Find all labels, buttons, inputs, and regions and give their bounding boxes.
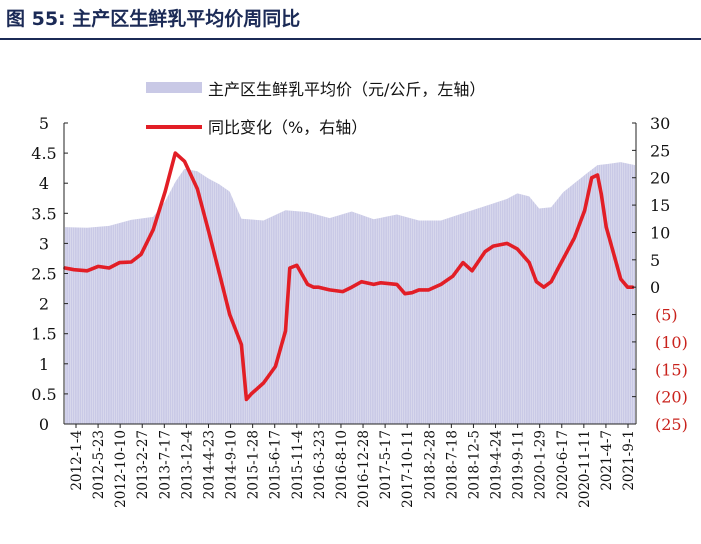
x-tick-label: 2016-12-28	[356, 430, 372, 508]
x-tick-label: 2014-4-23	[201, 430, 217, 499]
x-tick-label: 2012-5-23	[91, 430, 107, 499]
right-tick-label: (25)	[655, 415, 688, 434]
right-tick-label: 20	[650, 169, 670, 188]
x-tick-label: 2012-1-4	[69, 430, 85, 491]
left-tick-label: 2	[39, 295, 49, 314]
left-tick-label: 1	[39, 355, 49, 374]
left-tick-label: 4	[39, 174, 49, 193]
left-tick-label: 4.5	[31, 144, 56, 163]
x-tick-label: 2016-3-23	[312, 430, 328, 499]
x-tick-label: 2018-12-5	[466, 430, 482, 499]
left-tick-label: 3	[39, 234, 49, 253]
x-tick-label: 2018-7-18	[444, 430, 460, 499]
x-tick-label: 2019-9-11	[511, 430, 527, 499]
legend-swatch-yoy	[146, 125, 202, 129]
left-tick-label: 5	[39, 114, 49, 133]
x-tick-label: 2012-10-10	[113, 430, 129, 508]
x-tick-label: 2013-7-17	[157, 430, 173, 499]
left-tick-label: 2.5	[31, 265, 56, 284]
x-tick-label: 2014-9-10	[224, 430, 240, 499]
right-tick-label: 10	[650, 224, 670, 243]
x-tick-label: 2021-9-1	[621, 430, 637, 491]
x-tick-label: 2019-4-24	[489, 430, 505, 499]
left-tick-label: 3.5	[31, 204, 56, 223]
legend-label-yoy: 同比变化（%，右轴）	[208, 118, 367, 137]
figure-title: 图 55: 主产区生鲜乳平均价周同比	[6, 8, 301, 30]
right-tick-label: (20)	[655, 388, 688, 407]
price-area-layer	[65, 162, 635, 424]
yoy-line	[63, 151, 635, 402]
x-tick-label: 2021-4-7	[599, 430, 615, 491]
x-tick-label: 2015-1-28	[246, 430, 262, 499]
x-tick-label: 2015-6-17	[268, 430, 284, 499]
x-tick-label: 2020-1-29	[533, 430, 549, 499]
x-tick-label: 2018-2-28	[422, 430, 438, 499]
right-tick-label: (10)	[655, 333, 688, 352]
x-tick-label: 2017-5-17	[378, 430, 394, 499]
right-tick-label: 0	[650, 278, 660, 297]
x-tick-label: 2016-8-10	[334, 430, 350, 499]
legend: 主产区生鲜乳平均价（元/公斤，左轴） 同比变化（%，右轴）	[146, 80, 485, 137]
right-tick-label: (5)	[655, 306, 678, 325]
legend-label-price: 主产区生鲜乳平均价（元/公斤，左轴）	[208, 80, 485, 99]
right-tick-label: 5	[650, 251, 660, 270]
right-tick-label: 30	[650, 114, 670, 133]
x-tick-label: 2017-10-11	[400, 430, 416, 508]
x-tick-label: 2013-2-27	[135, 430, 151, 499]
legend-swatch-price	[146, 82, 202, 93]
left-tick-label: 0.5	[31, 385, 56, 404]
right-tick-label: 25	[650, 141, 670, 160]
right-tick-label: (15)	[655, 360, 688, 379]
yoy-line-layer	[63, 151, 635, 402]
x-tick-label: 2020-11-11	[577, 430, 593, 508]
left-tick-label: 1.5	[31, 325, 56, 344]
x-tick-label: 2015-11-4	[290, 430, 306, 499]
axes-layer: 0 0.5 1 1.5 2 2.5 3 3.5 4 4.5 5 (25) (20) (15) (10) (5)…	[31, 114, 688, 508]
x-tick-label: 2013-12-4	[179, 430, 195, 499]
left-tick-label: 0	[39, 415, 49, 434]
right-tick-label: 15	[650, 196, 670, 215]
title-divider	[0, 38, 701, 40]
x-tick-label: 2020-6-17	[555, 430, 571, 499]
